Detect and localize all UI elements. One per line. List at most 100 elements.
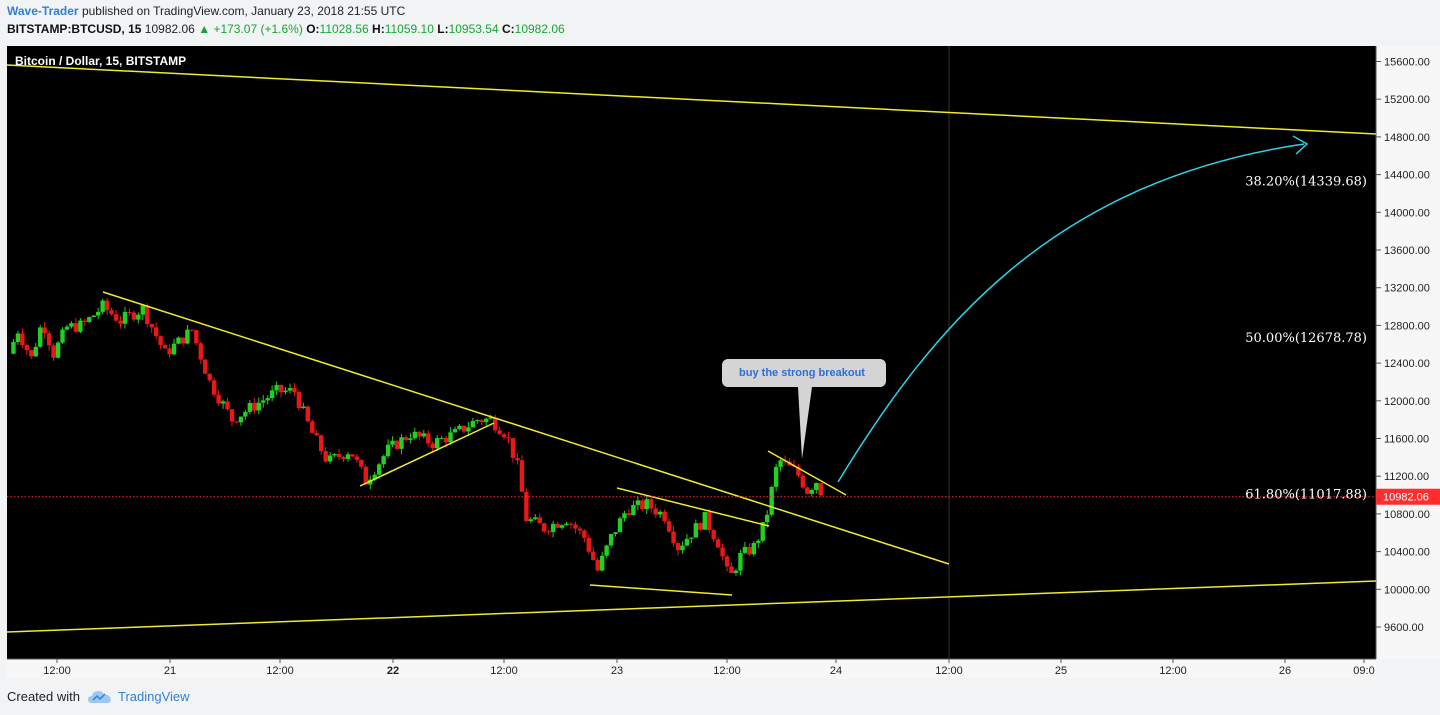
candle-body	[599, 555, 605, 571]
tradingview-logo[interactable]: TradingView	[87, 689, 190, 704]
price-chart[interactable]: 10982.06 38.20%(14339.68) 50.00%(12678.78)…	[0, 41, 1440, 680]
time-axis[interactable]	[7, 659, 1376, 679]
candle-body	[671, 531, 676, 544]
footer: Created with TradingView	[7, 689, 190, 704]
published-text: published on TradingView.com, January 23…	[81, 4, 406, 18]
x-tick-labels: 12:00 21 12:00 22 12:00 23 12:00 24 12:00 25 12:00…	[43, 659, 1375, 677]
main-downtrend-line	[102, 291, 950, 565]
candle-body	[278, 384, 284, 393]
candle-body	[635, 500, 641, 505]
upper-channel-line	[6, 64, 1377, 135]
y-tick-label: 14800.00	[1384, 132, 1430, 144]
candle-body	[769, 486, 774, 515]
last-price-label: 10982.06	[1383, 492, 1429, 504]
drawings-group: 10982.06 38.20%(14339.68) 50.00%(12678.78)…	[6, 64, 1440, 633]
candle-body	[100, 300, 105, 312]
candle-body	[497, 430, 502, 435]
candle-body	[680, 545, 685, 551]
created-with-label: Created with	[7, 689, 80, 704]
candle-body	[434, 438, 440, 449]
candle-body	[640, 500, 645, 510]
candle-body	[96, 311, 101, 316]
high-value: 11059.10	[384, 22, 434, 36]
y-tick-label: 10000.00	[1384, 584, 1430, 596]
candle-body	[176, 337, 181, 344]
candle-body	[738, 552, 743, 571]
plot-area[interactable]	[7, 46, 1376, 659]
candle-body	[234, 421, 239, 423]
candle-body	[765, 514, 770, 523]
author-link[interactable]: Wave-Trader	[7, 4, 79, 18]
candle-body	[542, 523, 547, 532]
candle-body	[733, 570, 739, 573]
candle-body	[122, 312, 128, 324]
last-price-tag	[1376, 488, 1440, 505]
price-axis[interactable]	[1376, 46, 1440, 659]
x-tick-label: 22	[387, 665, 399, 677]
candle-body	[591, 551, 596, 560]
y-tick-label: 11200.00	[1384, 471, 1429, 483]
candle-body	[238, 416, 244, 423]
candle-body	[702, 512, 707, 530]
candle-body	[310, 421, 315, 433]
candle-body	[15, 333, 21, 343]
candle-body	[87, 317, 92, 322]
candle-body	[814, 483, 819, 491]
candle-body	[314, 432, 319, 436]
candle-body	[20, 333, 25, 346]
candle-body	[207, 373, 212, 381]
open-value: 11028.56	[319, 22, 369, 36]
projection-arrow	[837, 143, 1305, 483]
candle-body	[136, 314, 141, 320]
y-tick-label: 11600.00	[1384, 434, 1429, 446]
candle-body	[104, 300, 110, 311]
candle-body	[501, 434, 507, 438]
candle-body	[443, 437, 449, 443]
candle-body	[773, 466, 779, 487]
candle-body	[368, 479, 373, 485]
candle-body	[247, 402, 253, 412]
y-tick-label: 12800.00	[1384, 320, 1430, 332]
callout-text: buy the strong breakout	[739, 367, 865, 379]
candle-body	[73, 323, 79, 332]
candle-body	[796, 466, 801, 476]
symbol-info-bar: BITSTAMP:BTCUSD, 15 10982.06 ▲ +173.07 (…	[7, 22, 565, 36]
candle-body	[778, 460, 783, 467]
candle-body	[60, 329, 65, 343]
candle-body	[528, 519, 534, 522]
candle-body	[11, 342, 16, 354]
candle-body	[506, 437, 511, 439]
y-tick-label: 12000.00	[1384, 396, 1430, 408]
candle-body	[167, 348, 172, 355]
candle-body	[162, 345, 168, 349]
falling-wedge-support-line	[589, 584, 733, 596]
candle-body	[292, 388, 297, 393]
candle-body	[42, 327, 47, 334]
candle-body	[604, 545, 609, 556]
x-tick-label: 25	[1055, 665, 1067, 677]
candle-body	[586, 537, 591, 552]
candle-body	[608, 534, 614, 546]
candle-body	[417, 431, 422, 437]
y-tick-label: 14400.00	[1384, 170, 1430, 182]
x-tick-label: 12:00	[935, 665, 963, 677]
candle-body	[742, 546, 748, 553]
candle-body	[33, 346, 38, 357]
x-tick-label: 12:00	[266, 665, 294, 677]
candle-body	[412, 431, 418, 439]
candle-body	[220, 401, 226, 404]
candle-body	[140, 305, 145, 315]
fib-level-label: 61.80%(11017.88)	[1245, 487, 1367, 502]
open-label: O:	[306, 22, 320, 36]
candle-body	[715, 539, 721, 548]
candle-body	[631, 504, 636, 516]
candle-body	[211, 380, 217, 395]
candle-body	[559, 525, 565, 528]
candle-body	[617, 518, 623, 533]
candle-body	[385, 444, 391, 457]
y-tick-label: 10800.00	[1384, 509, 1430, 521]
candle-body	[550, 523, 556, 533]
candle-body	[29, 350, 34, 357]
flag-resistance-line	[767, 450, 847, 496]
candle-body	[256, 402, 261, 411]
